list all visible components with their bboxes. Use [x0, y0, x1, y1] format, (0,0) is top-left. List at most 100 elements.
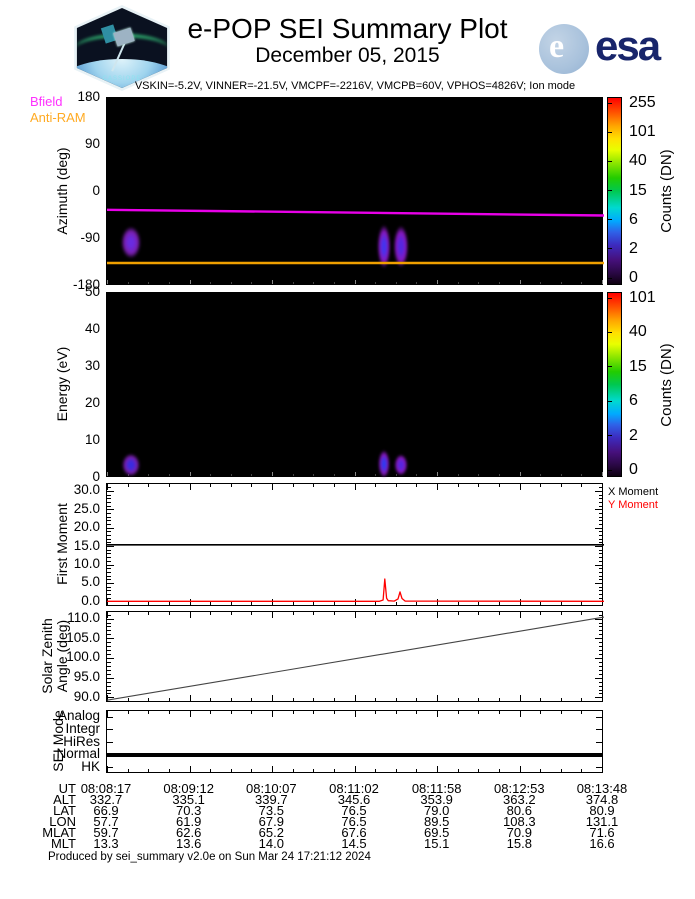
x-tick: [168, 612, 170, 615]
y-tick: [598, 654, 602, 656]
colorbar-tick: [608, 131, 612, 133]
y-tick: [107, 494, 111, 496]
table-value: 14.0: [258, 836, 284, 851]
table-value: 80.9: [589, 803, 615, 818]
x-tick: [540, 612, 542, 615]
table-value: 66.9: [93, 803, 119, 818]
x-tick: [127, 281, 129, 284]
y-tick: [107, 524, 111, 525]
x-tick: [478, 281, 480, 284]
y-tick: [107, 618, 114, 620]
x-tick: [127, 612, 129, 615]
table-value: 67.9: [258, 814, 284, 829]
y-tick: [107, 593, 111, 595]
x-tick: [540, 281, 542, 284]
y-tick: [598, 542, 602, 544]
y-tick: [598, 505, 602, 507]
x-tick: [457, 484, 459, 487]
y-tick: [107, 516, 111, 518]
y-tick: [598, 553, 602, 555]
azimuth-spectrogram-emission-blob: [391, 221, 410, 272]
y-tick: [107, 689, 111, 691]
x-tick: [602, 484, 603, 490]
x-tick: [560, 484, 562, 487]
y-moment-line: [107, 578, 604, 602]
y-tick: [107, 549, 111, 551]
x-tick: [457, 769, 459, 772]
x-tick: [519, 695, 521, 701]
y-tick: [107, 553, 111, 555]
colorbar-tick-label: 0: [629, 269, 638, 286]
x-tick: [230, 281, 232, 284]
y-tick: [595, 527, 602, 529]
azimuth-spectrogram-emission-blob: [376, 219, 393, 273]
colorbar-tick-label: 2: [629, 426, 638, 444]
x-tick: [107, 472, 108, 476]
y-tick: [598, 494, 602, 496]
y-tick: [107, 527, 114, 529]
x-tick: [292, 473, 294, 476]
x-tick: [168, 769, 170, 772]
y-tick: [595, 546, 602, 548]
x-tick: [230, 612, 232, 615]
x-tick: [127, 711, 129, 714]
x-tick: [581, 602, 583, 605]
x-tick: [478, 473, 480, 476]
x-tick: [519, 612, 521, 618]
bfield-line: [107, 208, 604, 217]
x-tick: [272, 612, 273, 618]
category-tick: [596, 716, 602, 718]
table-value: 08:11:58: [411, 781, 462, 796]
table-value: 62.6: [176, 825, 202, 840]
x-tick: [230, 769, 232, 772]
y-tick: [107, 701, 111, 703]
y-tick: [598, 538, 602, 540]
x-tick: [395, 711, 397, 714]
x-tick: [416, 281, 418, 284]
patch-title: CASSIOPE: [102, 76, 142, 82]
x-tick: [560, 711, 562, 714]
table-value: 345.6: [337, 792, 371, 807]
table-value: 353.9: [420, 792, 453, 807]
x-tick: [354, 472, 356, 476]
x-tick: [519, 484, 521, 490]
y-tick: [595, 509, 602, 511]
y-tick: [598, 560, 602, 562]
x-tick: [189, 766, 191, 772]
x-tick: [189, 612, 191, 618]
x-tick: [457, 711, 459, 714]
y-tick: [598, 487, 602, 489]
x-tick: [292, 698, 294, 701]
y-tick: [595, 677, 602, 679]
y-tick: [107, 564, 114, 566]
y-tick: [107, 597, 111, 599]
y-tick: [595, 490, 602, 492]
x-tick: [210, 602, 212, 605]
x-tick: [210, 281, 212, 284]
y-tick: [595, 582, 602, 584]
solar-zenith-angle-ytick-label: 110.0: [67, 610, 100, 626]
y-tick: [107, 501, 111, 503]
y-tick: [107, 512, 111, 514]
y-tick: [107, 505, 111, 507]
colorbar-tick-label: 6: [629, 210, 638, 228]
category-tick: [107, 767, 113, 769]
x-tick: [519, 711, 521, 717]
y-tick: [598, 571, 602, 573]
solar-zenith-angle-lines: [107, 616, 604, 701]
y-tick: [598, 661, 602, 663]
y-tick: [598, 650, 602, 652]
y-tick: [107, 579, 111, 581]
x-tick: [519, 472, 521, 476]
x-tick: [189, 599, 191, 605]
x-tick: [416, 473, 418, 476]
x-tick: [333, 698, 335, 701]
y-tick: [107, 546, 114, 548]
x-tick: [395, 698, 397, 701]
x-tick: [127, 602, 129, 605]
x-tick: [313, 281, 315, 284]
x-tick: [437, 280, 438, 284]
x-tick: [272, 280, 273, 284]
table-value: 65.2: [258, 825, 284, 840]
x-tick: [540, 698, 542, 701]
